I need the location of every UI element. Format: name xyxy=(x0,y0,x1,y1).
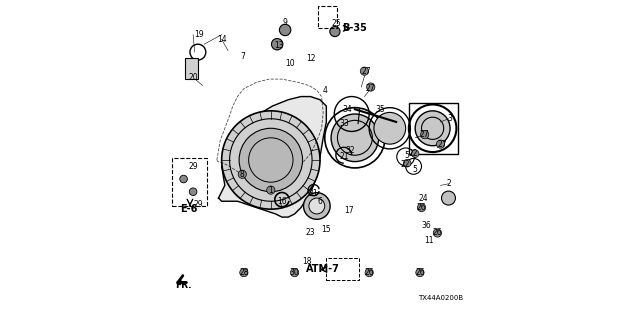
Bar xyxy=(185,59,198,79)
Circle shape xyxy=(221,111,320,209)
Text: 5: 5 xyxy=(404,151,410,160)
Text: 28: 28 xyxy=(239,268,248,277)
Text: 36: 36 xyxy=(421,220,431,229)
Circle shape xyxy=(436,140,445,148)
Text: 31: 31 xyxy=(309,189,319,198)
Text: 26: 26 xyxy=(415,268,425,277)
Circle shape xyxy=(367,83,375,91)
Text: 1: 1 xyxy=(268,186,273,195)
Text: 26: 26 xyxy=(433,228,442,237)
Text: 8: 8 xyxy=(240,170,244,179)
Text: 13: 13 xyxy=(274,41,284,50)
Text: FR.: FR. xyxy=(175,281,192,290)
Circle shape xyxy=(365,268,373,277)
Circle shape xyxy=(267,186,275,194)
Circle shape xyxy=(330,27,340,36)
Circle shape xyxy=(303,193,330,219)
Text: 20: 20 xyxy=(188,73,198,82)
Text: 32: 32 xyxy=(346,146,355,155)
Text: 34: 34 xyxy=(342,105,352,114)
Text: 14: 14 xyxy=(217,35,227,44)
Circle shape xyxy=(442,191,456,205)
Text: 22: 22 xyxy=(400,160,410,169)
Text: 3: 3 xyxy=(447,114,452,123)
Circle shape xyxy=(238,170,246,178)
Text: E-6: E-6 xyxy=(180,204,197,214)
Text: ATM-7: ATM-7 xyxy=(306,264,340,275)
Text: 12: 12 xyxy=(306,54,316,63)
Text: 26: 26 xyxy=(417,203,426,212)
Circle shape xyxy=(374,112,406,144)
Text: 21: 21 xyxy=(339,152,349,161)
Circle shape xyxy=(291,268,299,277)
Text: 27: 27 xyxy=(420,130,429,139)
Circle shape xyxy=(331,114,379,162)
Text: 24: 24 xyxy=(419,194,428,203)
Circle shape xyxy=(239,128,303,192)
Text: B-35: B-35 xyxy=(342,23,367,33)
Bar xyxy=(409,103,458,154)
Text: 11: 11 xyxy=(425,236,434,245)
Text: 9: 9 xyxy=(283,18,287,27)
Circle shape xyxy=(360,67,369,75)
Text: 17: 17 xyxy=(344,206,353,215)
Circle shape xyxy=(309,198,324,214)
Text: 19: 19 xyxy=(195,30,204,39)
Text: 25: 25 xyxy=(331,19,340,28)
Text: 23: 23 xyxy=(306,228,316,237)
Text: 2: 2 xyxy=(446,179,451,188)
Text: 33: 33 xyxy=(339,119,349,128)
Text: 7: 7 xyxy=(241,52,246,61)
Circle shape xyxy=(416,268,424,277)
Circle shape xyxy=(189,188,197,196)
Text: 18: 18 xyxy=(303,257,312,266)
Circle shape xyxy=(415,111,450,146)
Circle shape xyxy=(180,175,188,183)
Circle shape xyxy=(417,204,426,212)
Text: 27: 27 xyxy=(366,84,376,93)
Text: 35: 35 xyxy=(376,105,385,114)
Circle shape xyxy=(280,24,291,36)
Polygon shape xyxy=(218,97,326,217)
Text: 29: 29 xyxy=(188,162,198,171)
Circle shape xyxy=(240,268,248,277)
Text: 27: 27 xyxy=(361,67,371,76)
Text: 22: 22 xyxy=(409,149,419,158)
Text: 27: 27 xyxy=(437,140,447,148)
Text: 15: 15 xyxy=(321,225,330,234)
Circle shape xyxy=(433,229,442,237)
Text: 29: 29 xyxy=(193,200,203,209)
Text: TX44A0200B: TX44A0200B xyxy=(418,295,463,301)
Circle shape xyxy=(420,131,429,139)
Text: 10: 10 xyxy=(285,59,294,68)
Circle shape xyxy=(412,150,419,157)
Text: 30: 30 xyxy=(290,268,300,277)
Text: 26: 26 xyxy=(364,268,374,277)
Text: 16: 16 xyxy=(277,197,287,206)
Circle shape xyxy=(271,38,283,50)
Text: 6: 6 xyxy=(317,197,323,206)
Text: 5: 5 xyxy=(413,165,418,174)
Circle shape xyxy=(403,159,411,167)
Text: 4: 4 xyxy=(323,86,327,95)
